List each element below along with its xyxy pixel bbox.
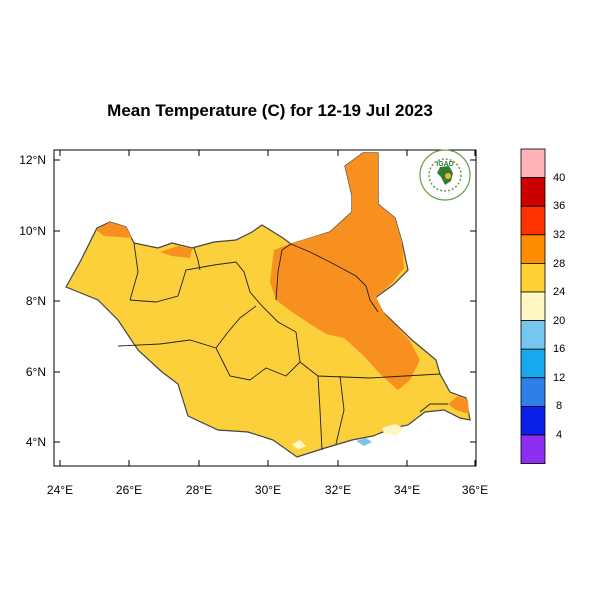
axis-ticks <box>54 150 476 466</box>
state-borders <box>117 242 448 451</box>
lon-label-36e: 36°E <box>461 483 489 497</box>
colorbar-swatch <box>520 291 546 322</box>
colorbar-label-40: 40 <box>553 172 566 184</box>
lat-label-6n: 6°N <box>25 365 46 379</box>
lon-label-34e: 34°E <box>393 483 421 497</box>
lon-label-26e: 26°E <box>115 483 143 497</box>
lon-label-30e: 30°E <box>254 483 282 497</box>
colorbar-swatch <box>520 377 546 407</box>
colorbar-label-36: 36 <box>553 200 566 212</box>
lat-label-8n: 8°N <box>25 294 46 308</box>
mild-zone-south <box>382 424 404 436</box>
colorbar-swatch <box>520 148 546 179</box>
colorbar-label-24: 24 <box>553 286 566 298</box>
colorbar-label-4: 4 <box>556 429 563 441</box>
hot-zone-east-tip <box>448 396 469 414</box>
colorbar-swatch <box>520 434 546 465</box>
lon-label-32e: 32°E <box>324 483 352 497</box>
colorbar-swatch <box>520 320 546 350</box>
lat-label-4n: 4°N <box>25 435 46 449</box>
lat-label-10n: 10°N <box>19 224 46 238</box>
mild-zone-southwest <box>292 440 306 450</box>
colorbar-label-12: 12 <box>553 372 566 384</box>
map-title: Mean Temperature (C) for 12-19 Jul 2023 <box>107 101 433 120</box>
colorbar-swatch <box>520 262 546 293</box>
igad-logo-text: IGAD <box>436 161 454 168</box>
colorbar-label-16: 16 <box>553 343 566 355</box>
lon-label-24e: 24°E <box>46 483 74 497</box>
colorbar-swatch <box>520 348 546 379</box>
colorbar-label-28: 28 <box>553 258 566 270</box>
colorbar-swatch <box>520 405 546 436</box>
cool-zone-south <box>356 438 372 446</box>
lon-label-28e: 28°E <box>185 483 213 497</box>
colorbar-swatch <box>520 205 546 236</box>
colorbar-label-20: 20 <box>553 315 566 327</box>
hot-zone-west-tip <box>96 222 132 238</box>
colorbar-swatch <box>520 234 546 264</box>
hot-zone-north-east <box>270 153 420 390</box>
lat-label-12n: 12°N <box>19 153 46 167</box>
colorbar-label-8: 8 <box>556 400 563 412</box>
colorbar-swatch <box>520 177 546 207</box>
colorbar <box>520 148 546 465</box>
colorbar-label-32: 32 <box>553 229 566 241</box>
hot-zone-north-west <box>160 246 192 258</box>
igad-logo-icon <box>419 149 471 201</box>
